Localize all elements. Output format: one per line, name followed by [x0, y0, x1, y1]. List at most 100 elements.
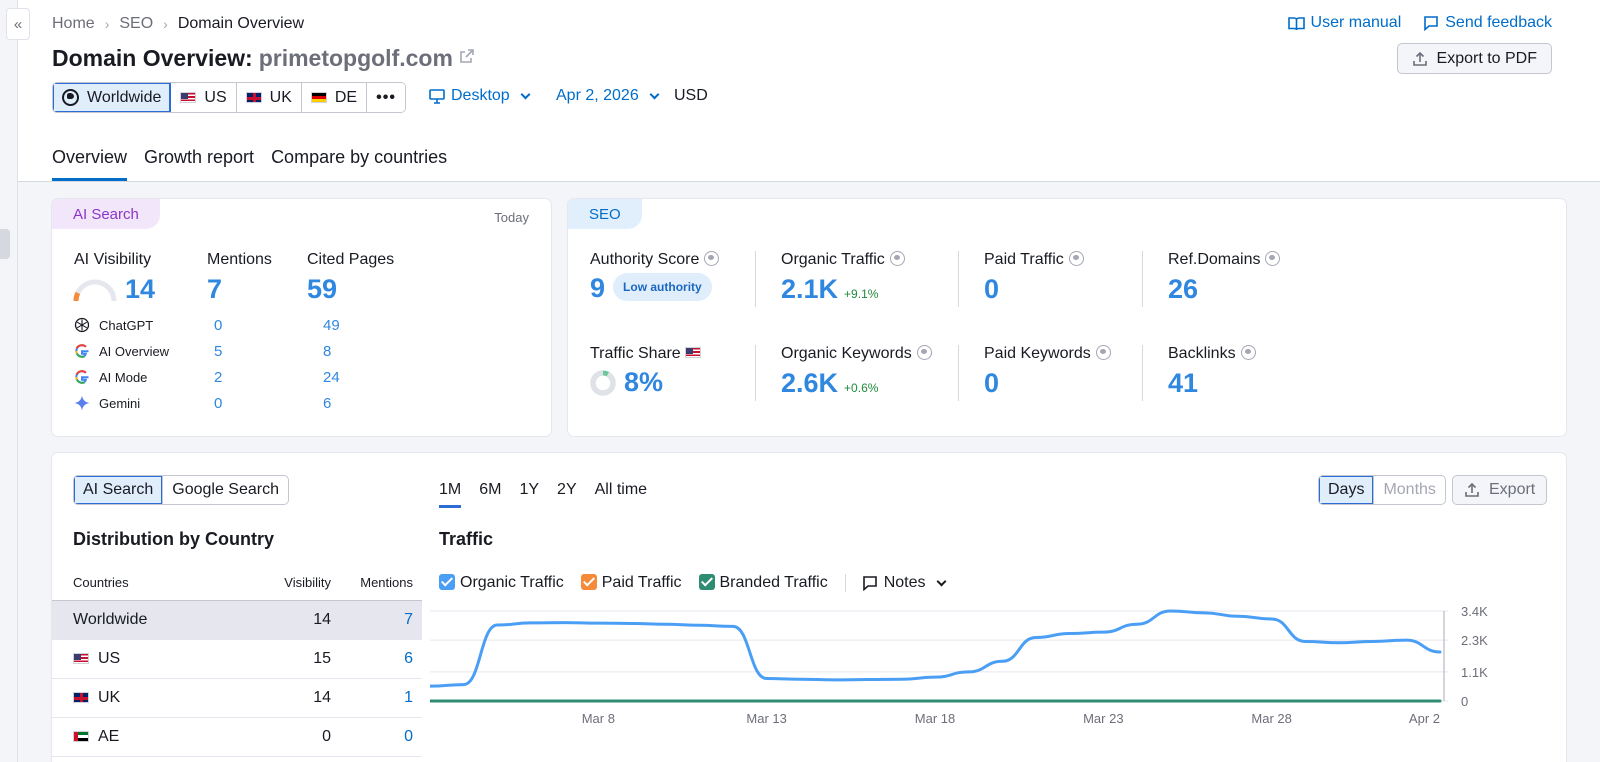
- date-dropdown[interactable]: Apr 2, 2026: [556, 87, 662, 105]
- tab-compare-by-countries[interactable]: Compare by countries: [271, 147, 448, 167]
- breadcrumb-seo[interactable]: SEO: [119, 15, 154, 32]
- info-icon[interactable]: [1265, 251, 1281, 266]
- table-row[interactable]: US 15 6: [52, 639, 422, 679]
- paid-traffic-value[interactable]: 0: [984, 274, 1000, 304]
- user-manual-link[interactable]: User manual: [1287, 14, 1401, 32]
- source-mentions[interactable]: 0: [214, 394, 223, 412]
- divider: [755, 345, 756, 401]
- source-cited[interactable]: 6: [323, 394, 332, 412]
- visibility-cell: 0: [267, 717, 340, 757]
- traffic-share-value: 8%: [624, 367, 664, 397]
- info-icon[interactable]: [1095, 345, 1111, 360]
- db-worldwide[interactable]: Worldwide: [53, 83, 172, 112]
- legend-organic-traffic[interactable]: Organic Traffic: [439, 574, 564, 592]
- table-row[interactable]: Worldwide 14 7: [52, 600, 422, 640]
- table-row[interactable]: AE 0 0: [52, 717, 422, 757]
- device-dropdown[interactable]: Desktop: [429, 87, 533, 105]
- external-link-icon[interactable]: [459, 48, 475, 69]
- notes-dropdown[interactable]: Notes: [844, 574, 949, 592]
- mentions-cell[interactable]: 7: [340, 600, 422, 640]
- authority-score-value[interactable]: 9: [590, 273, 606, 303]
- divider: [1142, 251, 1143, 307]
- distribution-title: Distribution by Country: [73, 529, 274, 549]
- source-mentions[interactable]: 2: [214, 368, 223, 386]
- period-all-time[interactable]: All time: [594, 481, 648, 498]
- chevron-down-icon: [520, 89, 531, 99]
- traffic-chart[interactable]: 3.4K 2.3K 1.1K 0 Mar 8 Mar 13 Mar 18 Mar 23 Mar …: [430, 603, 1530, 762]
- db-label: US: [204, 88, 227, 106]
- upload-icon: [1412, 51, 1427, 66]
- days-button[interactable]: Days: [1319, 476, 1375, 504]
- legend-branded-traffic[interactable]: Branded Traffic: [698, 574, 828, 592]
- export-pdf-button[interactable]: Export to PDF: [1396, 43, 1552, 74]
- chatgpt-icon: [74, 317, 90, 333]
- source-cited[interactable]: 8: [323, 342, 332, 360]
- toggle-ai-search[interactable]: AI Search: [74, 476, 164, 504]
- backlinks-value[interactable]: 41: [1168, 368, 1199, 398]
- source-row-gemini: Gemini 0 6: [74, 390, 404, 416]
- breadcrumb-current: Domain Overview: [177, 15, 305, 32]
- organic-traffic-value[interactable]: 2.1K: [781, 274, 839, 304]
- visibility-cell: 15: [267, 639, 340, 679]
- paid-keywords-value[interactable]: 0: [984, 368, 1000, 398]
- mentions-cell[interactable]: 1: [340, 678, 422, 718]
- export-button[interactable]: Export: [1452, 475, 1548, 505]
- left-sidebar-rail: [0, 0, 18, 762]
- label-text: Authority Score: [590, 251, 700, 268]
- col-mentions: Mentions: [340, 565, 422, 601]
- checkbox-icon: [698, 574, 715, 590]
- db-de[interactable]: DE: [301, 83, 368, 112]
- info-icon[interactable]: [889, 251, 905, 266]
- uk-flag-icon: [73, 691, 89, 703]
- legend-paid-traffic[interactable]: Paid Traffic: [580, 574, 682, 592]
- db-us[interactable]: US: [171, 83, 237, 112]
- source-cited[interactable]: 49: [323, 316, 340, 334]
- months-button[interactable]: Months: [1383, 481, 1436, 498]
- tab-growth-report[interactable]: Growth report: [144, 147, 255, 167]
- source-name: ChatGPT: [99, 317, 154, 333]
- note-icon: [862, 576, 877, 591]
- info-icon[interactable]: [1068, 251, 1084, 266]
- breadcrumb-home[interactable]: Home: [52, 15, 95, 32]
- collapse-sidebar-icon[interactable]: «: [6, 8, 30, 40]
- toggle-google-search[interactable]: Google Search: [172, 481, 279, 498]
- ae-flag-icon: [73, 730, 89, 742]
- mentions-cell[interactable]: 6: [340, 639, 422, 679]
- ai-visibility-value: 14: [125, 274, 156, 304]
- de-flag-icon: [310, 92, 327, 103]
- label-text: Organic Keywords: [781, 345, 912, 362]
- info-icon[interactable]: [704, 251, 720, 266]
- country-cell: UK: [52, 678, 267, 718]
- db-uk[interactable]: UK: [236, 83, 302, 112]
- table-row[interactable]: UK 14 1: [52, 678, 422, 718]
- send-feedback-link[interactable]: Send feedback: [1423, 14, 1552, 32]
- organic-traffic-metric: 2.1K +9.1%: [781, 274, 878, 305]
- period-2y[interactable]: 2Y: [557, 481, 577, 498]
- country-name: Worldwide: [73, 610, 148, 628]
- organic-traffic-delta: +9.1%: [844, 287, 879, 301]
- info-icon[interactable]: [916, 345, 932, 360]
- organic-keywords-value[interactable]: 2.6K: [781, 368, 839, 398]
- search-type-toggle: AI Search Google Search: [73, 475, 289, 505]
- period-tabs: 1M 6M 1Y 2Y All time: [439, 481, 647, 508]
- traffic-share-label: Traffic Share: [590, 345, 702, 363]
- breadcrumb: Home › SEO › Domain Overview: [52, 15, 304, 33]
- mentions-cell[interactable]: 0: [340, 717, 422, 757]
- period-1y[interactable]: 1Y: [519, 481, 540, 498]
- info-icon[interactable]: [1240, 345, 1256, 360]
- source-cited[interactable]: 24: [323, 368, 340, 386]
- period-6m[interactable]: 6M: [479, 481, 502, 498]
- visibility-gauge: [73, 279, 117, 302]
- label-text: Paid Keywords: [984, 345, 1091, 362]
- seo-badge: SEO: [568, 199, 642, 229]
- period-1m[interactable]: 1M: [439, 481, 462, 508]
- ref-domains-value[interactable]: 26: [1168, 274, 1199, 304]
- source-mentions[interactable]: 0: [214, 316, 223, 334]
- send-feedback-label: Send feedback: [1445, 14, 1552, 31]
- tab-overview[interactable]: Overview: [52, 147, 128, 181]
- google-icon: [75, 370, 89, 384]
- source-mentions[interactable]: 5: [214, 342, 223, 360]
- more-databases-button[interactable]: •••: [367, 83, 405, 112]
- us-flag-icon: [73, 652, 89, 664]
- traffic-share-donut: [590, 370, 616, 395]
